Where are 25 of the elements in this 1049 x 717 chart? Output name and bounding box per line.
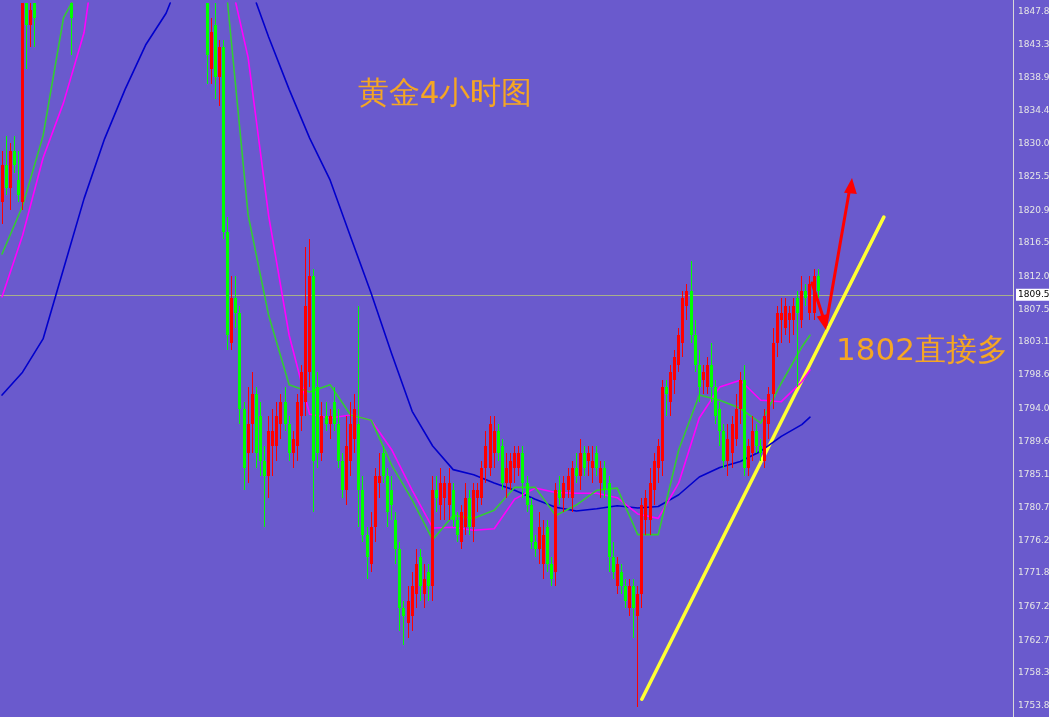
y-tick-label: 1789.6: [1018, 435, 1049, 446]
y-tick-label: 1825.5: [1018, 170, 1049, 181]
y-tick-label: 1847.8: [1018, 6, 1049, 17]
y-tick-label: 1785.1: [1018, 469, 1049, 480]
y-tick-label: 1816.5: [1018, 237, 1049, 248]
y-tick-label: 1794.0: [1018, 403, 1049, 414]
y-tick-label: 1753.8: [1018, 700, 1049, 711]
y-tick-label: 1803.1: [1018, 336, 1049, 347]
y-tick-label: 1780.7: [1018, 501, 1049, 512]
annotation: 黄金4小时图: [357, 74, 533, 111]
y-tick-label: 1762.7: [1018, 634, 1049, 645]
y-tick-label: 1771.8: [1018, 567, 1049, 578]
y-tick-label: 1798.6: [1018, 369, 1049, 380]
y-tick-label: 1830.0: [1018, 137, 1049, 148]
y-tick-label: 1807.5: [1018, 303, 1049, 314]
y-tick-label: 1838.9: [1018, 71, 1049, 82]
y-tick-label: 1812.0: [1018, 270, 1049, 281]
y-tick-label: 1843.3: [1018, 39, 1049, 50]
ref-line-label: 1809.5: [1018, 288, 1049, 299]
annotation: 1802直接多: [836, 331, 1008, 368]
y-tick-label: 1758.3: [1018, 667, 1049, 678]
y-tick-label: 1820.9: [1018, 204, 1049, 215]
y-tick-label: 1776.2: [1018, 534, 1049, 545]
y-tick-label: 1767.2: [1018, 601, 1049, 612]
y-tick-label: 1834.4: [1018, 105, 1049, 116]
